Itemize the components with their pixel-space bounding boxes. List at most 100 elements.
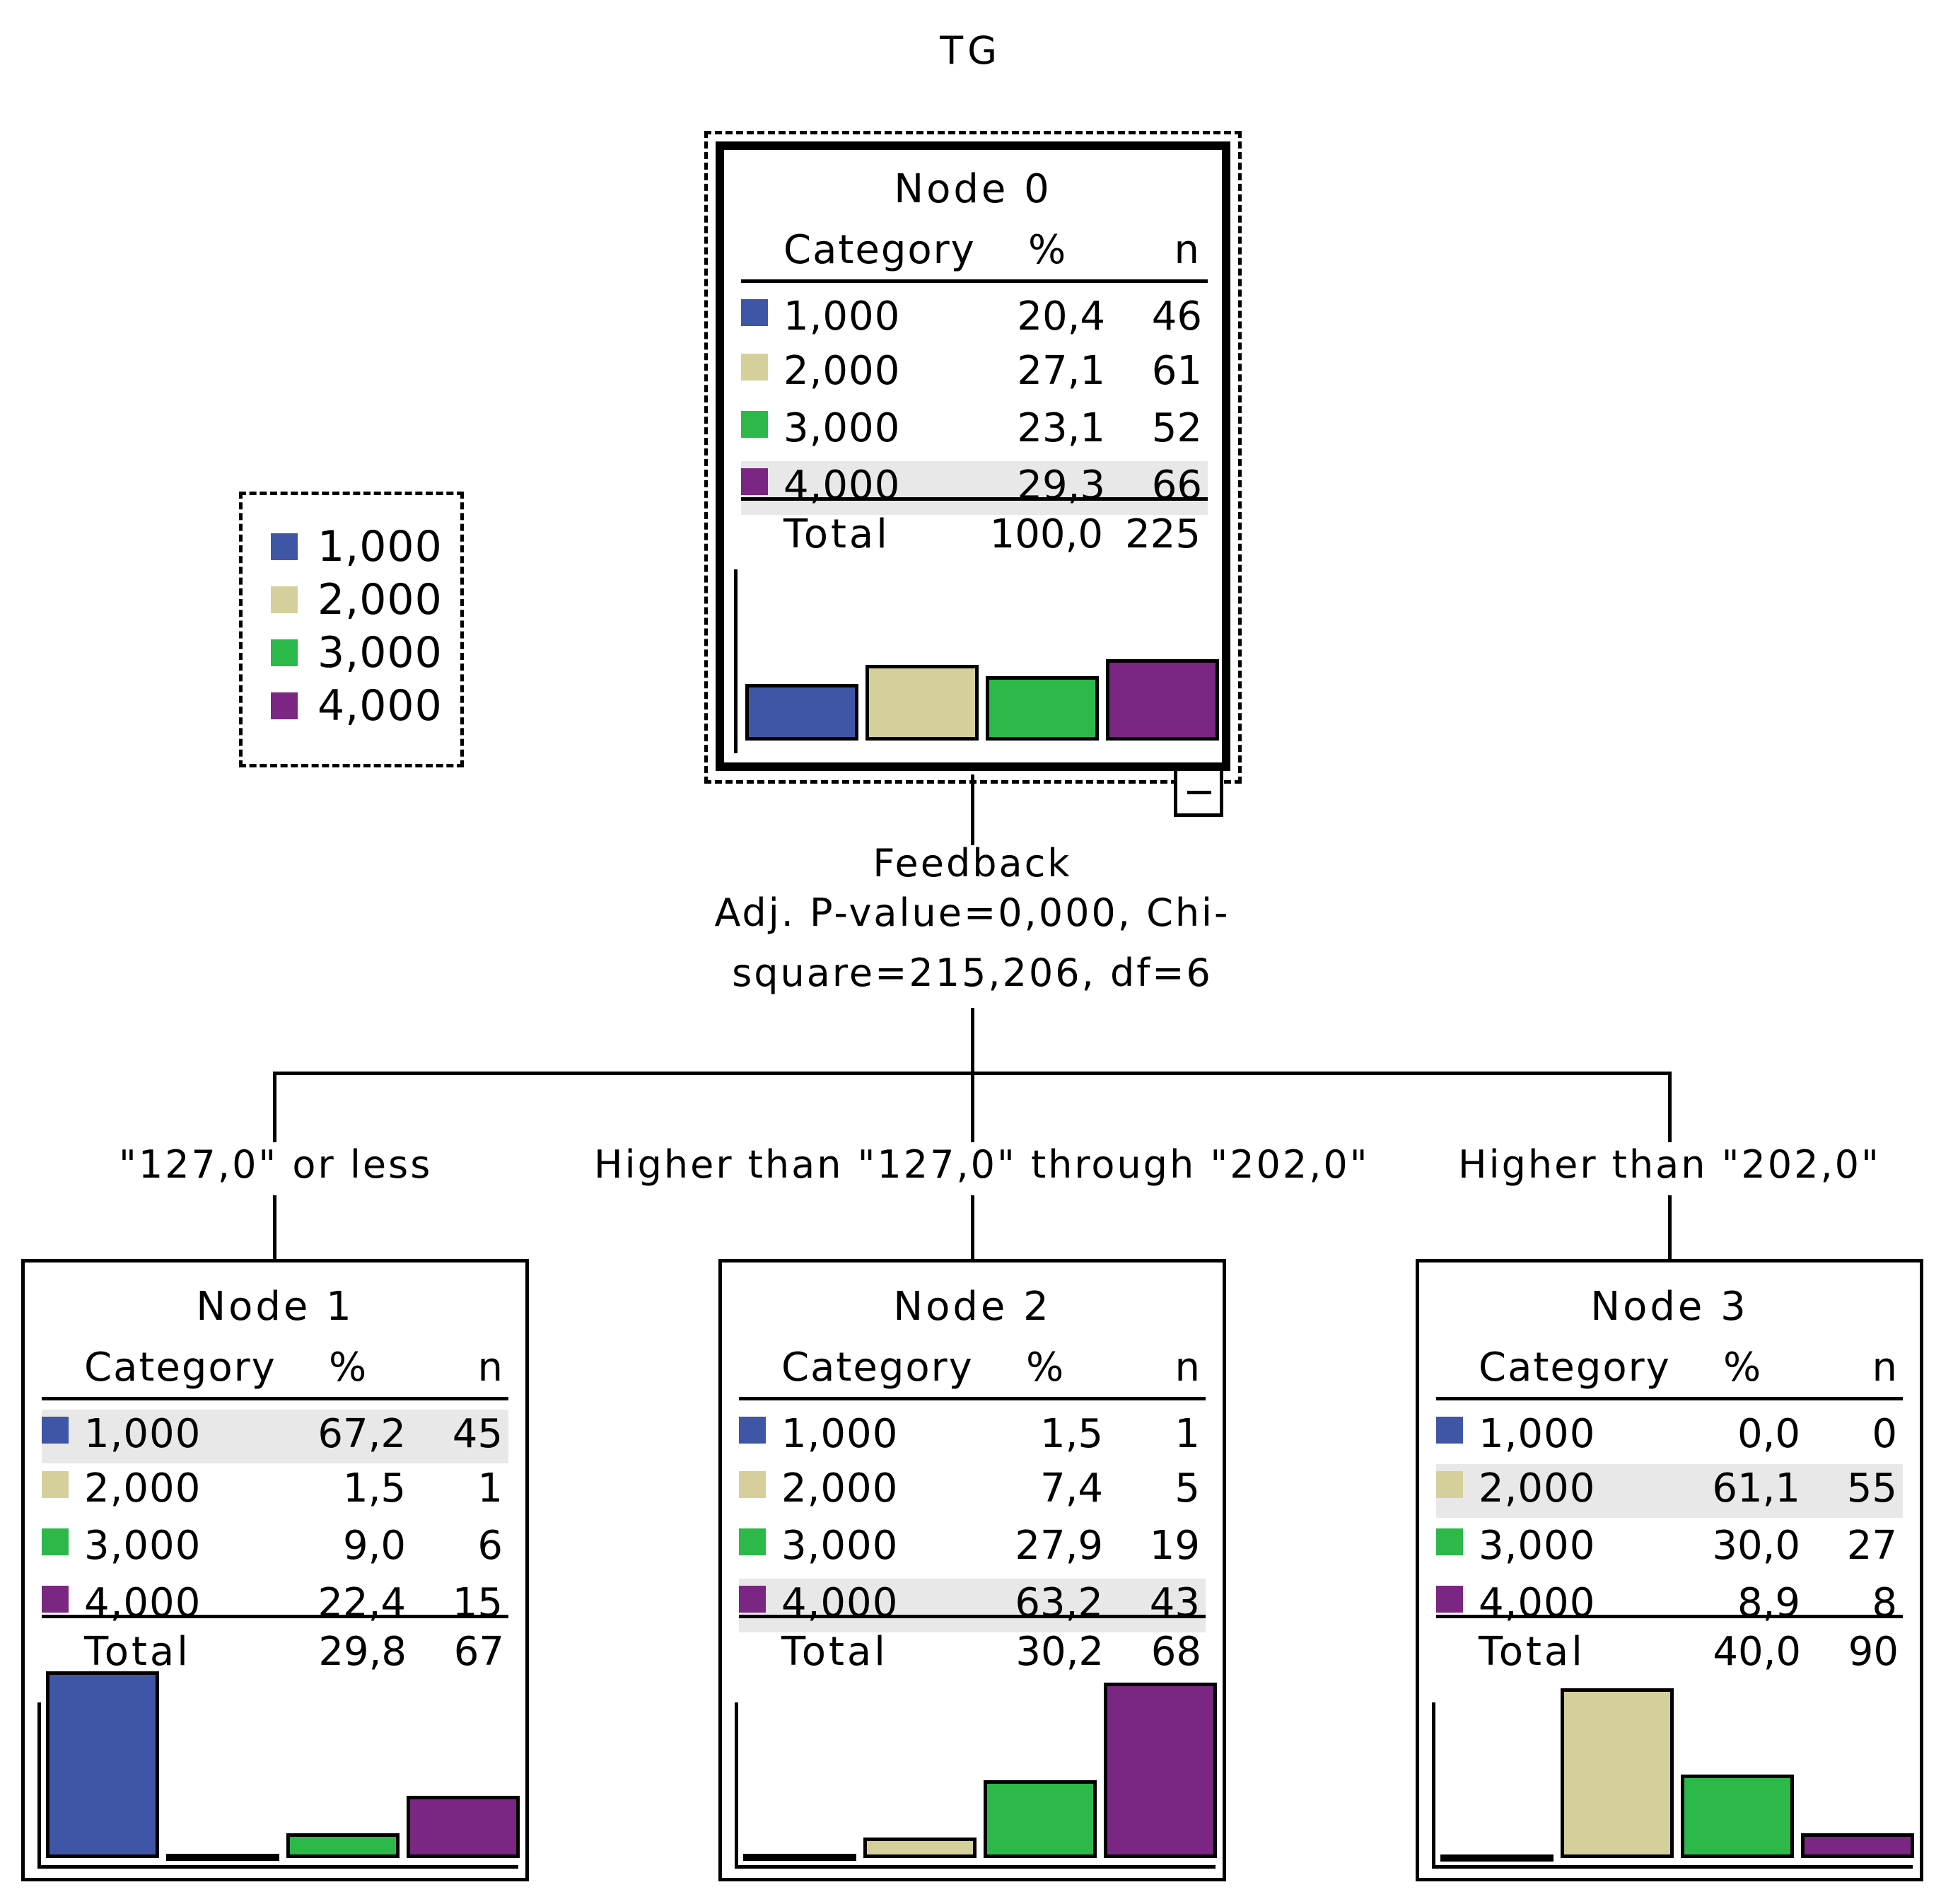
bar-1-000 xyxy=(1440,1854,1554,1862)
category-count: 66 xyxy=(1151,463,1202,509)
bar-chart-axis xyxy=(734,569,738,753)
category-count: 46 xyxy=(1151,294,1202,339)
connector xyxy=(971,1008,974,1075)
header-category: Category xyxy=(781,1345,974,1391)
total-rule xyxy=(1436,1615,1903,1618)
table-row: 3,000 30,0 27 xyxy=(1436,1521,1903,1575)
branch-label-1: "127,0" or less xyxy=(119,1142,433,1187)
total-rule xyxy=(739,1615,1206,1618)
category-swatch xyxy=(42,1471,69,1498)
total-rule xyxy=(741,497,1208,501)
table-row: 4,000 63,2 43 xyxy=(739,1579,1206,1632)
category-count: 43 xyxy=(1149,1580,1200,1626)
category-label: 3,000 xyxy=(84,1523,202,1569)
node-3[interactable]: Node 3 Category% n 1,000 0,0 0 2,000 61,1 55 3,00… xyxy=(1416,1259,1923,1881)
bar-1-000 xyxy=(745,684,858,741)
connector xyxy=(971,1072,974,1160)
node-2[interactable]: Node 2 Category% n 1,000 1,5 1 2,000 7,4 5 3,000 2… xyxy=(718,1259,1226,1881)
table-row: 1,000 1,5 1 xyxy=(739,1410,1206,1463)
category-swatch xyxy=(42,1586,69,1613)
legend-label: 3,000 xyxy=(317,627,443,678)
legend-item: 2,000 xyxy=(271,573,443,626)
header-rule xyxy=(739,1397,1206,1400)
total-count: 68 xyxy=(1150,1629,1201,1675)
total-count: 225 xyxy=(1125,511,1201,557)
category-count: 6 xyxy=(477,1523,503,1569)
split-variable: Feedback xyxy=(873,841,1072,886)
node-0[interactable]: Node 0 Category% n 1,000 20,4 46 2,000 27,1 61 3,… xyxy=(716,141,1230,771)
table-row: 2,000 27,1 61 xyxy=(741,347,1208,400)
tree-title: TG xyxy=(940,28,1001,73)
bar-3-000 xyxy=(286,1833,400,1858)
bar-2-000 xyxy=(1561,1688,1674,1858)
category-count: 45 xyxy=(452,1411,503,1457)
node-1[interactable]: Node 1 Category% n 1,000 67,2 45 2,000 1,5 1 3,00… xyxy=(21,1259,529,1881)
bar-4-000 xyxy=(407,1796,520,1858)
category-label: 4,000 xyxy=(783,463,901,509)
total-label: Total xyxy=(84,1629,191,1675)
bar-1-000 xyxy=(46,1671,159,1858)
header-percent: % xyxy=(1723,1345,1763,1391)
bar-2-000 xyxy=(166,1854,279,1861)
total-count: 67 xyxy=(453,1629,504,1675)
header-n: n xyxy=(1872,1345,1899,1391)
bar-4-000 xyxy=(1801,1833,1914,1858)
category-label: 3,000 xyxy=(1479,1523,1596,1569)
header-percent: % xyxy=(329,1345,368,1391)
total-label: Total xyxy=(1479,1629,1585,1675)
category-count: 8 xyxy=(1872,1580,1897,1626)
category-percent: 1,5 xyxy=(1039,1411,1103,1457)
total-label: Total xyxy=(783,511,890,557)
category-percent: 1,5 xyxy=(342,1465,406,1511)
table-row: 2,000 7,4 5 xyxy=(739,1464,1206,1518)
table-row: 1,000 0,0 0 xyxy=(1436,1410,1903,1463)
legend: 1,000 2,000 3,000 4,000 xyxy=(239,492,464,767)
bar-chart-baseline xyxy=(37,1865,518,1869)
bar-3-000 xyxy=(1681,1775,1794,1858)
header-n: n xyxy=(477,1345,504,1391)
category-label: 3,000 xyxy=(781,1523,899,1569)
split-stats-line-1: Adj. P-value=0,000, Chi- xyxy=(714,890,1230,935)
legend-label: 4,000 xyxy=(317,680,443,731)
connector xyxy=(1668,1072,1672,1160)
bar-2-000 xyxy=(865,665,979,741)
connector xyxy=(1668,1195,1672,1260)
node-title: Node 2 xyxy=(893,1284,1051,1330)
category-swatch xyxy=(1436,1586,1463,1613)
legend-item: 1,000 xyxy=(271,520,443,573)
category-percent: 20,4 xyxy=(1017,294,1105,339)
header-rule xyxy=(741,279,1208,283)
category-label: 2,000 xyxy=(783,348,901,394)
category-label: 4,000 xyxy=(1479,1580,1596,1626)
category-label: 3,000 xyxy=(783,405,901,451)
node-title: Node 3 xyxy=(1590,1284,1749,1330)
legend-item: 4,000 xyxy=(271,679,443,732)
bar-3-000 xyxy=(984,1780,1097,1858)
legend-swatch-1 xyxy=(271,533,298,560)
table-row: 1,000 20,4 46 xyxy=(741,292,1208,346)
bar-chart-axis xyxy=(735,1702,738,1869)
category-percent: 7,4 xyxy=(1039,1465,1103,1511)
total-rule xyxy=(42,1615,508,1618)
branch-label-3: Higher than "202,0" xyxy=(1458,1142,1881,1187)
node-title: Node 1 xyxy=(196,1284,354,1330)
table-row: 3,000 9,0 6 xyxy=(42,1521,508,1575)
collapse-toggle-icon[interactable] xyxy=(1174,767,1223,817)
header-n: n xyxy=(1174,1345,1201,1391)
category-swatch xyxy=(739,1471,766,1498)
table-row: 3,000 23,1 52 xyxy=(741,404,1208,458)
category-count: 61 xyxy=(1151,348,1202,394)
table-row: 4,000 22,4 15 xyxy=(42,1579,508,1632)
bar-4-000 xyxy=(1106,659,1219,741)
header-percent: % xyxy=(1028,227,1068,273)
category-percent: 63,2 xyxy=(1015,1580,1103,1626)
category-swatch xyxy=(42,1417,69,1444)
split-stats-line-2: square=215,206, df=6 xyxy=(732,951,1213,995)
total-percent: 30,2 xyxy=(1015,1629,1104,1675)
category-percent: 8,9 xyxy=(1737,1580,1800,1626)
category-percent: 29,3 xyxy=(1017,463,1105,509)
total-label: Total xyxy=(781,1629,888,1675)
connector xyxy=(971,774,974,845)
header-category: Category xyxy=(84,1345,276,1391)
category-percent: 27,1 xyxy=(1017,348,1105,394)
